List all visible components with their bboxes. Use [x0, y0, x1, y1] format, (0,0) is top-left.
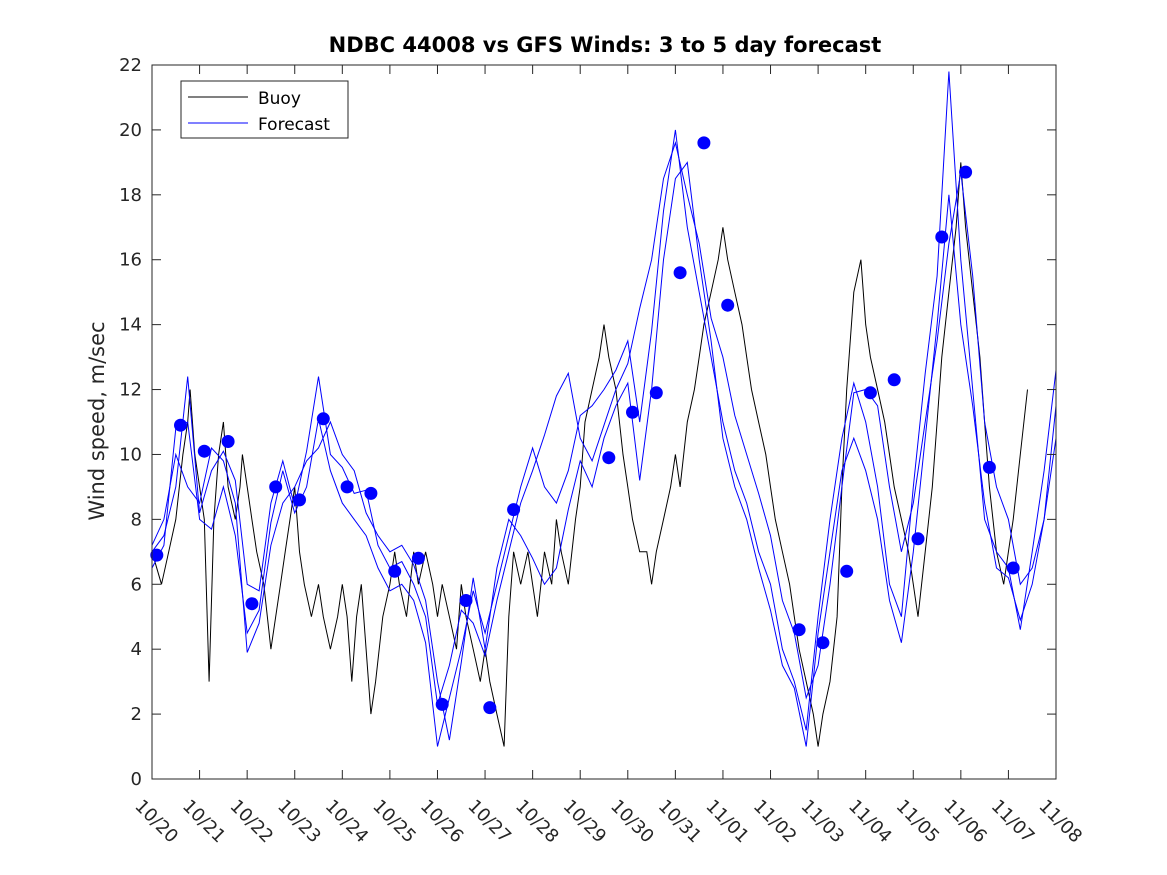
plot-background	[152, 65, 1056, 779]
forecast-marker	[316, 412, 330, 426]
y-tick-label: 4	[131, 639, 142, 660]
forecast-marker	[197, 444, 211, 458]
forecast-marker	[863, 386, 877, 400]
y-tick-label: 2	[131, 704, 142, 725]
legend-box	[180, 80, 349, 139]
forecast-marker	[293, 493, 306, 507]
legend: Buoy Forecast	[180, 80, 349, 139]
forecast-marker	[649, 386, 663, 400]
forecast-marker	[602, 451, 616, 465]
forecast-marker	[507, 503, 521, 517]
series-layer	[151, 71, 1057, 747]
buoy-series-line	[151, 162, 1028, 747]
forecast-marker	[887, 373, 901, 387]
forecast-marker	[673, 266, 687, 280]
chart-title: NDBC 44008 vs GFS Winds: 3 to 5 day fore…	[329, 33, 882, 57]
y-axis-label: Wind speed, m/sec	[85, 321, 109, 520]
y-tick-label: 22	[119, 55, 142, 76]
y-tick-label: 0	[131, 769, 142, 790]
forecast-marker-layer	[150, 136, 1020, 715]
forecast-marker	[459, 594, 473, 607]
forecast-marker	[721, 298, 735, 312]
forecast-marker	[626, 405, 639, 419]
y-tick-label: 20	[119, 120, 142, 141]
forecast-marker	[1006, 561, 1020, 575]
forecast-marker	[840, 564, 854, 578]
legend-forecast-label: Forecast	[258, 115, 330, 135]
y-tick-label: 6	[131, 574, 142, 595]
forecast-marker	[269, 480, 283, 494]
forecast-marker	[911, 532, 925, 546]
forecast-marker	[435, 697, 449, 711]
y-tick-label: 12	[119, 380, 142, 401]
forecast-marker	[150, 548, 164, 562]
forecast-marker	[982, 460, 996, 474]
forecast-marker	[364, 486, 378, 500]
axes-box	[151, 64, 1057, 780]
plot-area	[150, 65, 1057, 779]
forecast-marker	[221, 435, 235, 448]
y-tick-label: 10	[119, 444, 142, 465]
y-tick-label: 14	[119, 315, 142, 336]
forecast-marker	[340, 480, 354, 494]
y-tick-label: 18	[119, 185, 142, 206]
y-tick-label: 16	[119, 250, 142, 271]
forecast-marker	[483, 701, 497, 715]
legend-buoy-label: Buoy	[258, 89, 301, 109]
forecast-marker	[411, 551, 425, 565]
forecast-marker	[792, 623, 806, 637]
forecast-marker	[245, 597, 259, 611]
forecast-marker	[174, 418, 187, 432]
forecast-series-line-3	[151, 161, 1057, 747]
forecast-marker	[388, 564, 402, 578]
forecast-marker	[959, 165, 973, 179]
forecast-marker	[935, 230, 949, 244]
forecast-marker	[697, 136, 711, 150]
forecast-marker	[816, 636, 830, 650]
y-tick-label: 8	[131, 509, 142, 530]
